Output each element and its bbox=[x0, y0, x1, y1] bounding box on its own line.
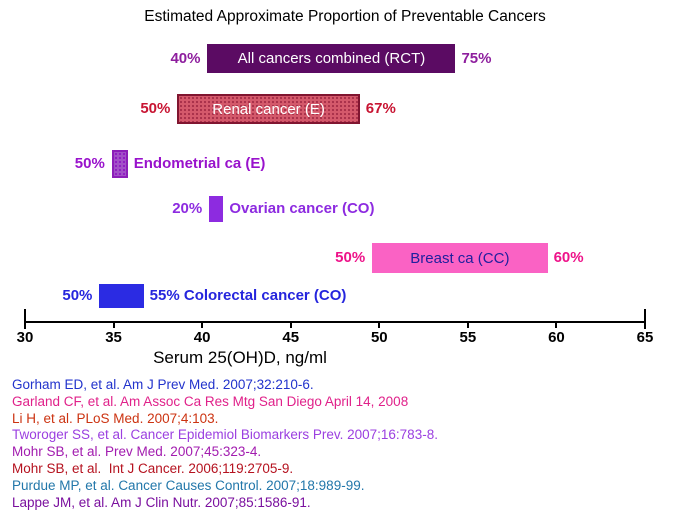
reference-2: Garland CF, et al. Am Assoc Ca Res Mtg S… bbox=[12, 393, 409, 409]
x-axis-tick-label-50: 50 bbox=[370, 329, 388, 346]
bar-side-label-endometrial-ca: 50% bbox=[74, 155, 105, 172]
bar-colorectal-cancer bbox=[99, 284, 144, 308]
bar-all-cancers-combined: All cancers combined (RCT) bbox=[207, 44, 456, 73]
x-axis-tick-35 bbox=[112, 321, 115, 328]
bar-inside-label-all-cancers-combined: All cancers combined (RCT) bbox=[237, 50, 426, 67]
bar-renal-cancer: Renal cancer (E) bbox=[177, 94, 360, 124]
bar-inside-label-breast-ca: Breast ca (CC) bbox=[410, 249, 510, 267]
bar-side-label-all-cancers-combined: 40% bbox=[170, 50, 201, 67]
bar-side-label-breast-ca: 50% bbox=[335, 249, 366, 266]
x-axis-tick-label-45: 45 bbox=[282, 329, 300, 346]
x-axis-title: Serum 25(OH)D, ng/ml bbox=[153, 348, 327, 367]
bar-breast-ca: Breast ca (CC) bbox=[372, 243, 548, 273]
reference-8: Lappe JM, et al. Am J Clin Nutr. 2007;85… bbox=[12, 494, 311, 510]
x-axis-tick-65 bbox=[644, 309, 646, 329]
x-axis-tick-40 bbox=[201, 321, 204, 328]
reference-1: Gorham ED, et al. Am J Prev Med. 2007;32… bbox=[12, 377, 314, 392]
reference-6: Mohr SB, et al. Int J Cancer. 2006;119:2… bbox=[12, 460, 294, 476]
bar-side-label-breast-ca: 60% bbox=[553, 249, 584, 266]
bar-side-label-colorectal-cancer: 50% bbox=[62, 287, 93, 304]
bar-side-label-renal-cancer: 50% bbox=[140, 100, 171, 117]
x-axis-tick-60 bbox=[555, 321, 558, 328]
bar-endometrial-ca bbox=[111, 150, 128, 178]
bar-inside-label-renal-cancer: Renal cancer (E) bbox=[212, 100, 325, 118]
x-axis-tick-label-55: 55 bbox=[459, 329, 477, 346]
x-axis-tick-50 bbox=[378, 321, 381, 328]
chart-area: All cancers combined (RCT) 40% 75% Renal ca… bbox=[62, 44, 584, 308]
bar-ovarian-cancer bbox=[209, 196, 224, 222]
x-axis-tick-label-60: 60 bbox=[548, 329, 565, 346]
bar-side-label-all-cancers-combined: 75% bbox=[461, 50, 492, 67]
x-axis-tick-label-40: 40 bbox=[193, 329, 211, 346]
reference-5: Mohr SB, et al. Prev Med. 2007;45:323-4. bbox=[12, 444, 262, 460]
x-axis-line bbox=[24, 321, 646, 323]
reference-7: Purdue MP, et al. Cancer Causes Control.… bbox=[12, 477, 365, 493]
x-axis-tick-30 bbox=[24, 309, 26, 329]
reference-4: Tworoger SS, et al. Cancer Epidemiol Bio… bbox=[12, 427, 438, 443]
bar-side-label-endometrial-ca: Endometrial ca (E) bbox=[133, 155, 266, 172]
bar-side-label-ovarian-cancer: 20% bbox=[172, 200, 203, 217]
reference-3: Li H, et al. PLoS Med. 2007;4:103. bbox=[12, 410, 219, 426]
chart-title: Estimated Approximate Proportion of Prev… bbox=[144, 8, 546, 25]
bar-side-label-colorectal-cancer: 55% Colorectal cancer (CO) bbox=[149, 287, 347, 304]
x-axis-tick-55 bbox=[466, 321, 469, 328]
bar-side-label-renal-cancer: 67% bbox=[365, 100, 396, 117]
bar-side-label-ovarian-cancer: Ovarian cancer (CO) bbox=[229, 200, 375, 217]
x-axis-tick-label-35: 35 bbox=[105, 329, 122, 346]
references-list: Gorham ED, et al. Am J Prev Med. 2007;32… bbox=[12, 377, 438, 511]
x-axis-tick-45 bbox=[289, 321, 292, 328]
x-axis-tick-label-65: 65 bbox=[636, 329, 654, 346]
x-axis-tick-label-30: 30 bbox=[16, 329, 34, 346]
